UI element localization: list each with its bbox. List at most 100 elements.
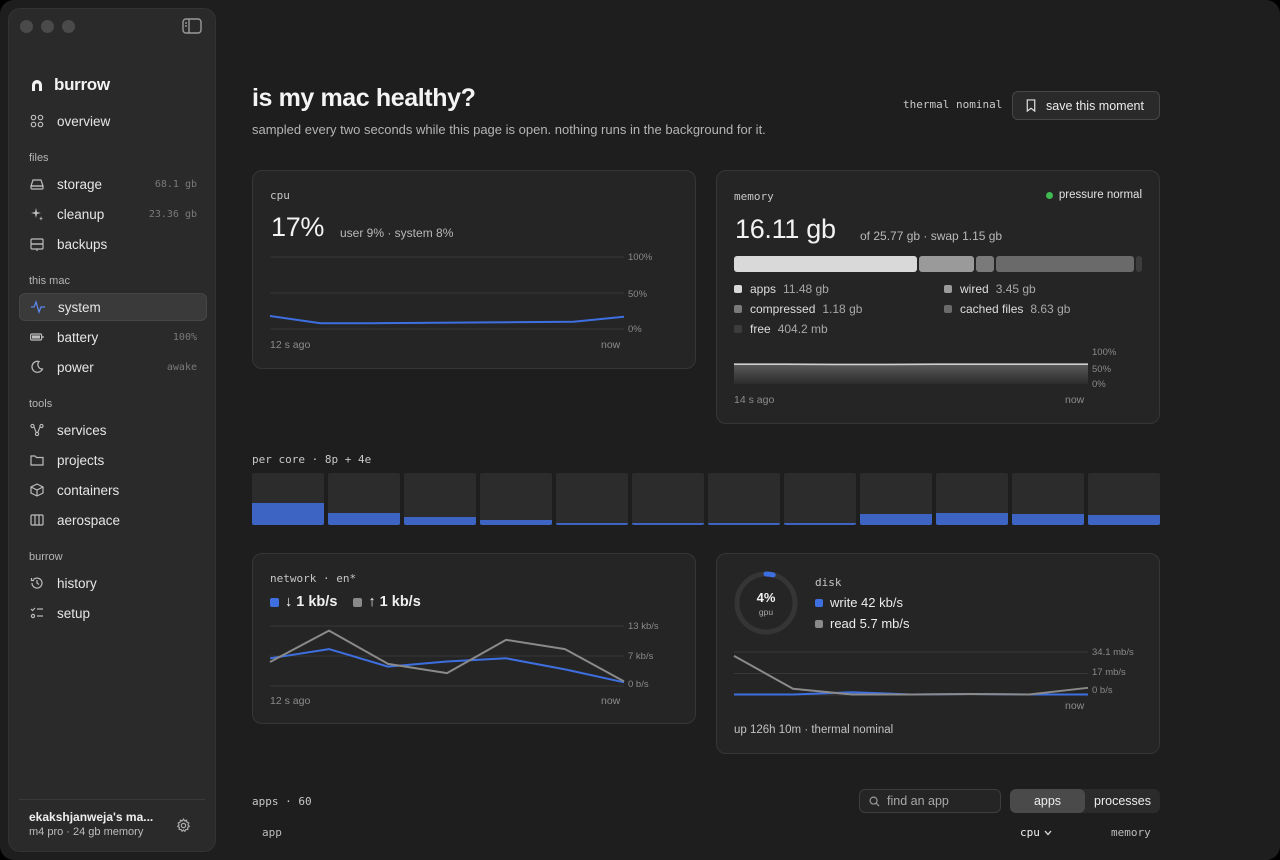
sidebar-item-storage[interactable]: storage 68.1 gb [19, 170, 207, 198]
download-speed: ↓ 1 kb/s [270, 594, 337, 610]
disk-write: write 42 kb/s [815, 595, 903, 610]
memory-card: memory pressure normal 16.11 gb of 25.77… [716, 170, 1160, 424]
gear-icon[interactable] [176, 818, 191, 833]
legend-label: apps [750, 282, 777, 296]
tab-apps[interactable]: apps [1010, 789, 1085, 813]
app-search[interactable] [859, 789, 1001, 813]
core-bar [784, 473, 856, 525]
gpu-label: gpu [758, 607, 774, 617]
memory-bar-segment-compressed [975, 256, 995, 272]
core-bar [632, 473, 704, 525]
zoom-window-button[interactable] [62, 20, 75, 33]
column-header-memory[interactable]: memory [1111, 826, 1151, 839]
disk-read: read 5.7 mb/s [815, 616, 910, 631]
sidebar-item-services[interactable]: services [19, 416, 207, 444]
swatch-icon [944, 305, 952, 313]
memory-time-start: 14 s ago [734, 394, 775, 406]
core-bar-fill [556, 523, 628, 525]
memory-axis-bottom: 0% [1092, 379, 1106, 390]
cpu-card: cpu 17% user 9% · system 8% 100% 50% 0% … [252, 170, 696, 369]
sidebar-item-meta: 68.1 gb [154, 178, 197, 190]
window-controls [20, 20, 75, 33]
legend-value: 1.18 gb [822, 302, 863, 316]
legend-wired: wired 3.45 gb [944, 282, 1036, 296]
network-time-start: 12 s ago [270, 695, 311, 707]
legend-label: wired [960, 282, 989, 296]
column-header-cpu[interactable]: cpu [1020, 826, 1052, 839]
disk-time-end: now [1065, 700, 1085, 712]
network-card: network · en* ↓ 1 kb/s ↑ 1 kb/s 13 kb/s … [252, 553, 696, 724]
sidebar-item-label: backups [57, 236, 108, 252]
pressure-label: pressure normal [1058, 189, 1142, 201]
upload-speed-value: ↑ 1 kb/s [368, 594, 421, 610]
swatch-icon [353, 597, 363, 607]
swatch-icon [734, 305, 742, 313]
cpu-chart [269, 256, 625, 330]
search-icon [869, 796, 880, 807]
network-axis-bottom: 0 b/s [628, 679, 649, 690]
sidebar-item-battery[interactable]: battery 100% [19, 323, 207, 351]
app-brand: burrow [30, 75, 110, 95]
sidebar-item-power[interactable]: power awake [19, 353, 207, 381]
sidebar-item-system[interactable]: system [19, 293, 207, 321]
core-bar-fill [480, 519, 552, 525]
column-header-cpu-label: cpu [1020, 826, 1040, 839]
sidebar-item-projects[interactable]: projects [19, 446, 207, 474]
sidebar-item-label: aerospace [57, 512, 121, 528]
core-bar-fill [708, 523, 780, 525]
core-bar [936, 473, 1008, 525]
sidebar-item-aerospace[interactable]: aerospace [19, 506, 207, 534]
network-speeds: ↓ 1 kb/s ↑ 1 kb/s [270, 594, 421, 610]
swatch-icon [944, 285, 952, 293]
tab-processes[interactable]: processes [1094, 794, 1151, 808]
burrow-logo-icon [32, 80, 42, 91]
cpu-label: cpu [270, 189, 290, 202]
column-header-app[interactable]: app [262, 826, 282, 839]
sidebar-item-setup[interactable]: setup [19, 599, 207, 627]
sidebar-item-history[interactable]: history [19, 569, 207, 597]
core-bar-fill [328, 512, 400, 525]
bookmark-icon [1026, 99, 1036, 112]
core-bar [556, 473, 628, 525]
minimize-window-button[interactable] [41, 20, 54, 33]
core-bar-fill [252, 503, 324, 525]
swatch-icon [815, 598, 823, 607]
sidebar-item-backups[interactable]: backups [19, 230, 207, 258]
core-bar [404, 473, 476, 525]
save-moment-button[interactable]: save this moment [1012, 91, 1160, 120]
columns-icon [29, 512, 45, 528]
sidebar-item-overview[interactable]: overview [19, 107, 207, 135]
backup-icon [29, 236, 45, 252]
disk-card: 4% gpu disk write 42 kb/s read 5.7 mb/s … [716, 553, 1160, 754]
sidebar-item-label: cleanup [57, 206, 105, 222]
swatch-icon [734, 325, 742, 333]
memory-chart [734, 363, 1088, 384]
legend-value: 404.2 mb [777, 322, 828, 336]
thermal-status: thermal nominal [903, 98, 1003, 111]
memory-detail: of 25.77 gb · swap 1.15 gb [860, 229, 1003, 243]
sidebar-item-meta: 100% [172, 331, 197, 343]
core-bar-fill [632, 523, 704, 525]
sidebar-toggle-icon[interactable] [182, 18, 202, 34]
sidebar-item-meta: awake [166, 361, 197, 373]
apps-count-label: apps · 60 [252, 795, 312, 808]
search-input[interactable] [887, 794, 987, 808]
legend-compressed: compressed 1.18 gb [734, 302, 862, 316]
checklist-icon [29, 605, 45, 621]
sidebar-item-label: overview [57, 113, 111, 129]
machine-info: ekakshjanweja's ma... m4 pro · 24 gb mem… [19, 799, 205, 843]
sidebar-item-containers[interactable]: containers [19, 476, 207, 504]
disk-axis-mid: 17 mb/s [1092, 667, 1126, 678]
close-window-button[interactable] [20, 20, 33, 33]
cpu-value: 17% [271, 212, 325, 242]
legend-value: 8.63 gb [1030, 302, 1071, 316]
legend-label: cached files [960, 302, 1024, 316]
cpu-time-start: 12 s ago [270, 339, 311, 351]
core-bar-fill [1088, 514, 1160, 525]
sidebar-item-cleanup[interactable]: cleanup 23.36 gb [19, 200, 207, 228]
disk-axis-top: 34.1 mb/s [1092, 647, 1134, 658]
moon-icon [29, 359, 45, 375]
app-name: burrow [54, 75, 110, 94]
upload-speed: ↑ 1 kb/s [353, 594, 421, 610]
